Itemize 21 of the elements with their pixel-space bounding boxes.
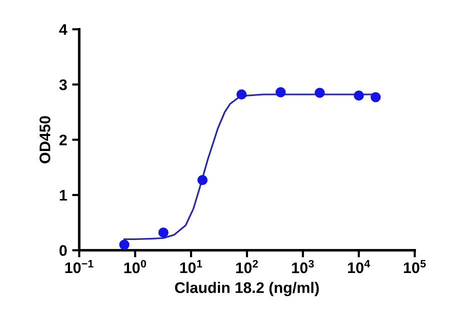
point: [197, 174, 208, 186]
y-tick-label: 1: [60, 190, 67, 201]
y-axis-title: OD450: [40, 116, 50, 164]
y-tick-label: 2: [59, 134, 67, 146]
x-tick-label: 10$^{0}$: [124, 260, 146, 274]
x-axis-title: Claudin 18.2 (ng/ml): [175, 282, 319, 296]
x-tick-label: 10$^{−1}$: [65, 260, 94, 274]
y-tick-label: 0: [60, 245, 67, 256]
point: [354, 90, 364, 101]
y-tick-label: 4: [59, 24, 68, 35]
point: [158, 227, 168, 238]
x-tick-label: 10$^{5}$: [404, 260, 426, 274]
y-tick-label: 3: [59, 79, 67, 90]
point: [236, 89, 247, 100]
point: [314, 88, 325, 98]
point: [276, 87, 286, 98]
x-tick-label: 10$^{1}$: [180, 260, 202, 274]
x-tick-label: 10$^{3}$: [292, 260, 314, 274]
point: [119, 240, 130, 250]
x-tick-label: 10$^{2}$: [236, 260, 258, 274]
x-tick-label: 10$^{4}$: [348, 260, 370, 274]
